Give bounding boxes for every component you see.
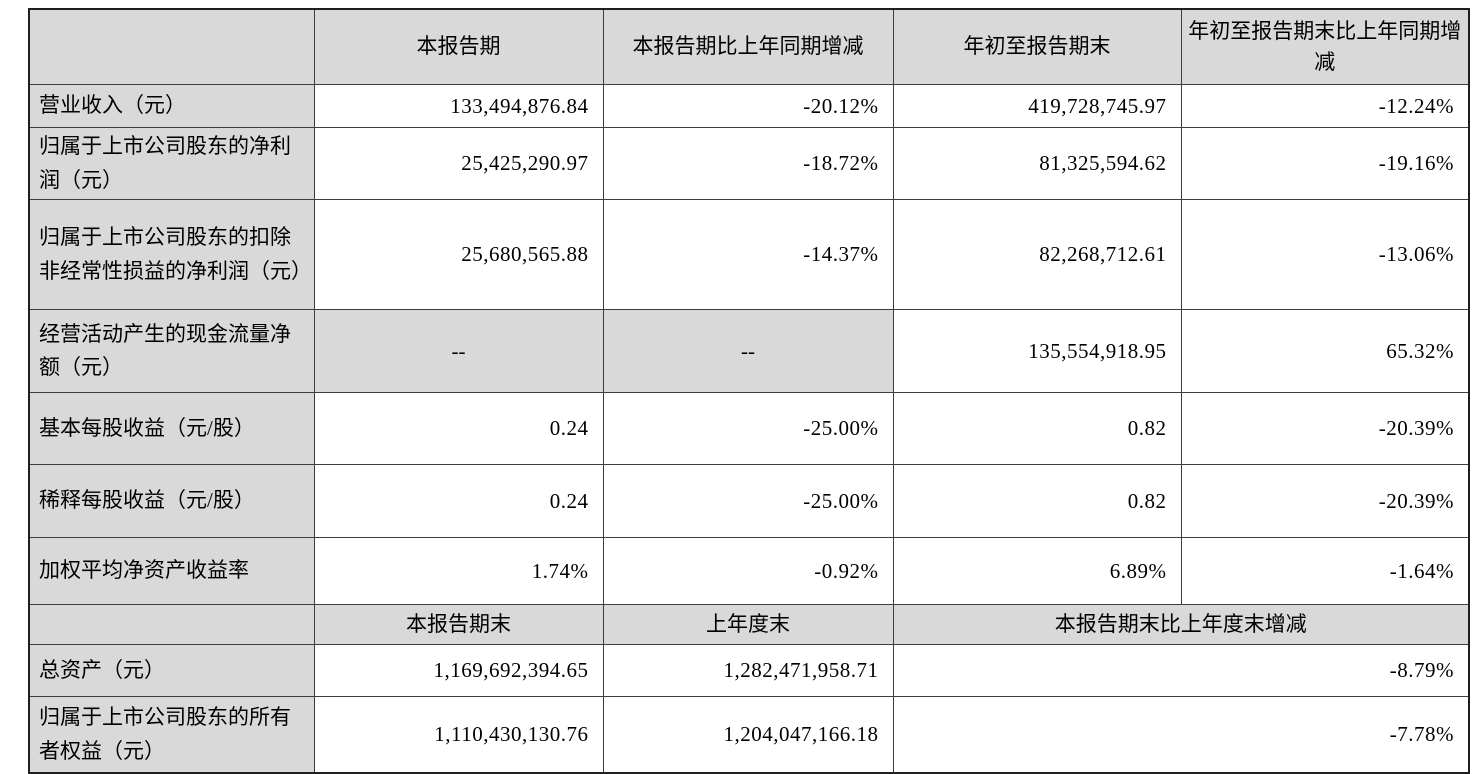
value-cell: -25.00% [602,464,894,538]
row-label-cell: 归属于上市公司股东的净利润（元） [28,127,315,200]
row-label-cell: 经营活动产生的现金流量净额（元） [28,309,315,393]
value-cell: 82,268,712.61 [892,199,1182,310]
not-applicable-cell: -- [313,309,604,393]
row-label-cell: 总资产（元） [28,644,315,697]
value-cell: -12.24% [1180,84,1470,128]
row-label-cell: 加权平均净资产收益率 [28,537,315,605]
corner-header-cell [28,8,315,85]
value-cell: 133,494,876.84 [313,84,604,128]
key-accounting-data-table: 本报告期 本报告期比上年同期增减 年初至报告期末 年初至报告期末比上年同期增减 营业收入… [28,8,1470,774]
value-cell: -7.78% [892,696,1470,774]
row-label-cell: 归属于上市公司股东的所有者权益（元） [28,696,315,774]
value-cell: -20.12% [602,84,894,128]
table-row: 营业收入（元） 133,494,876.84 -20.12% 419,728,745.… [28,84,1470,128]
table-row: 总资产（元） 1,169,692,394.65 1,282,471,958.71 -8… [28,644,1470,697]
key-accounting-data-table-container: 本报告期 本报告期比上年同期增减 年初至报告期末 年初至报告期末比上年同期增减 营业收入… [28,8,1470,774]
row-label-cell: 归属于上市公司股东的扣除非经常性损益的净利润（元） [28,199,315,310]
value-cell: -8.79% [892,644,1470,697]
value-cell: 0.82 [892,464,1182,538]
value-cell: -18.72% [602,127,894,200]
corner-header-cell [28,604,315,645]
value-cell: 81,325,594.62 [892,127,1182,200]
column-header-cell: 年初至报告期末比上年同期增减 [1180,8,1470,85]
value-cell: -14.37% [602,199,894,310]
value-cell: 1,110,430,130.76 [313,696,604,774]
column-header-cell: 上年度末 [602,604,894,645]
value-cell: -20.39% [1180,392,1470,465]
value-cell: 1,282,471,958.71 [602,644,894,697]
table-row: 稀释每股收益（元/股） 0.24 -25.00% 0.82 -20.39% [28,464,1470,538]
value-cell: -20.39% [1180,464,1470,538]
not-applicable-cell: -- [602,309,894,393]
column-header-cell: 年初至报告期末 [892,8,1182,85]
table-row: 加权平均净资产收益率 1.74% -0.92% 6.89% -1.64% [28,537,1470,605]
value-cell: -25.00% [602,392,894,465]
table-row: 基本每股收益（元/股） 0.24 -25.00% 0.82 -20.39% [28,392,1470,465]
value-cell: 1,204,047,166.18 [602,696,894,774]
column-header-cell: 本报告期末比上年度末增减 [892,604,1470,645]
table-row: 归属于上市公司股东的净利润（元） 25,425,290.97 -18.72% 81,3… [28,127,1470,200]
table-row: 归属于上市公司股东的所有者权益（元） 1,110,430,130.76 1,204,… [28,696,1470,774]
value-cell: 419,728,745.97 [892,84,1182,128]
table-row: 归属于上市公司股东的扣除非经常性损益的净利润（元） 25,680,565.88 -1… [28,199,1470,310]
value-cell: 1,169,692,394.65 [313,644,604,697]
row-label-cell: 营业收入（元） [28,84,315,128]
column-header-cell: 本报告期 [313,8,604,85]
value-cell: -13.06% [1180,199,1470,310]
table-row: 经营活动产生的现金流量净额（元） -- -- 135,554,918.95 65.32% [28,309,1470,393]
row-label-cell: 基本每股收益（元/股） [28,392,315,465]
value-cell: 0.82 [892,392,1182,465]
value-cell: 0.24 [313,464,604,538]
value-cell: 25,680,565.88 [313,199,604,310]
value-cell: 1.74% [313,537,604,605]
period-end-header-row: 本报告期末 上年度末 本报告期末比上年度末增减 [28,604,1470,645]
value-cell: 65.32% [1180,309,1470,393]
value-cell: -19.16% [1180,127,1470,200]
column-header-cell: 本报告期比上年同期增减 [602,8,894,85]
value-cell: 0.24 [313,392,604,465]
table-body: 本报告期 本报告期比上年同期增减 年初至报告期末 年初至报告期末比上年同期增减 营业收入… [28,8,1470,774]
value-cell: -0.92% [602,537,894,605]
row-label-cell: 稀释每股收益（元/股） [28,464,315,538]
period-header-row: 本报告期 本报告期比上年同期增减 年初至报告期末 年初至报告期末比上年同期增减 [28,8,1470,85]
value-cell: 135,554,918.95 [892,309,1182,393]
value-cell: -1.64% [1180,537,1470,605]
column-header-cell: 本报告期末 [313,604,604,645]
value-cell: 6.89% [892,537,1182,605]
value-cell: 25,425,290.97 [313,127,604,200]
